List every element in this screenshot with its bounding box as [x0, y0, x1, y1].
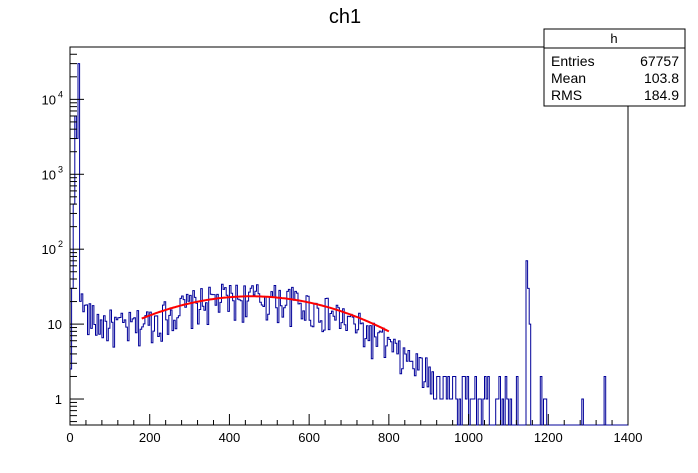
y-tick-label: 10 [42, 92, 56, 107]
x-tick-label: 800 [378, 430, 400, 445]
x-tick-label: 400 [219, 430, 241, 445]
stats-mean-label: Mean [551, 70, 586, 86]
histogram-series [70, 63, 628, 426]
y-tick-label: 1 [55, 392, 62, 407]
stats-rms-label: RMS [551, 87, 582, 103]
fit-curve-layer [141, 295, 390, 333]
stats-rms-value: 184.9 [644, 87, 679, 103]
x-tick-label: 1000 [454, 430, 483, 445]
fit-curve [141, 295, 390, 333]
y-tick-label: 10 [42, 242, 56, 257]
y-tick-label: 10 [42, 167, 56, 182]
x-tick-label: 200 [139, 430, 161, 445]
stats-mean-value: 103.8 [644, 70, 679, 86]
stats-box: h Entries 67757 Mean 103.8 RMS 184.9 [543, 28, 686, 107]
y-tick-exponent: 4 [58, 89, 63, 99]
x-axis: 0 200 400 600 800 1000 1200 1400 [66, 414, 642, 445]
chart-title: ch1 [329, 6, 361, 28]
stats-entries-label: Entries [551, 53, 595, 69]
y-tick-exponent: 2 [58, 239, 63, 249]
stats-box-name: h [610, 31, 617, 46]
stats-entries-value: 67757 [640, 53, 679, 69]
y-tick-exponent: 3 [58, 164, 63, 174]
x-tick-label: 600 [298, 430, 320, 445]
histogram-line [70, 63, 628, 426]
plot-frame [69, 46, 629, 426]
y-tick-label: 10 [48, 317, 62, 332]
stats-box-frame [543, 28, 686, 107]
x-tick-label: 1200 [534, 430, 563, 445]
x-tick-label: 0 [66, 430, 73, 445]
x-tick-label: 1400 [614, 430, 643, 445]
